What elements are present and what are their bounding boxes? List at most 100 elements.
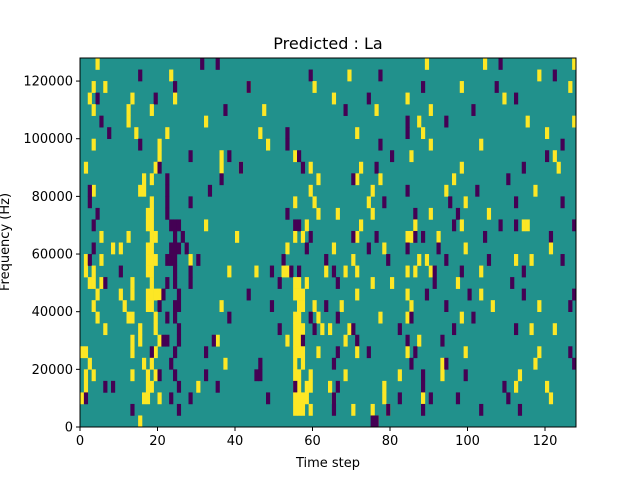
- heatmap-cell-dark: [560, 196, 565, 209]
- heatmap-cell-yellow: [138, 184, 143, 197]
- heatmap-cell-yellow: [91, 138, 96, 151]
- heatmap-cell-yellow: [328, 323, 333, 336]
- heatmap-cell-yellow: [347, 323, 352, 336]
- heatmap-cell-dark: [173, 277, 178, 289]
- heatmap-cell-yellow: [378, 311, 383, 324]
- heatmap-cell-yellow: [366, 196, 371, 209]
- heatmap-cell-yellow: [293, 369, 298, 382]
- heatmap-cell-yellow: [328, 380, 333, 393]
- heatmap-cell-yellow: [440, 369, 445, 382]
- heatmap-cell-yellow: [405, 230, 410, 243]
- heatmap-cell-yellow: [308, 403, 313, 416]
- heatmap-cell-dark: [471, 104, 476, 116]
- heatmap-cell-yellow: [145, 219, 151, 232]
- x-tick-label: 120: [533, 434, 558, 449]
- heatmap-cell-yellow: [304, 380, 309, 393]
- heatmap-cell-yellow: [382, 392, 387, 405]
- heatmap-cell-yellow: [486, 207, 492, 220]
- heatmap-cell-yellow: [428, 138, 433, 151]
- heatmap-cell-yellow: [87, 92, 92, 105]
- heatmap-cell-yellow: [428, 265, 433, 278]
- heatmap-cell-dark: [432, 265, 437, 278]
- heatmap-cell-yellow: [149, 196, 154, 209]
- heatmap-cell-dark: [572, 288, 577, 301]
- heatmap-cell-dark: [188, 150, 193, 163]
- heatmap-cell-dark: [304, 242, 309, 255]
- heatmap-cell-dark: [343, 104, 348, 116]
- heatmap-cell-yellow: [545, 127, 550, 140]
- heatmap-cell-dark: [91, 242, 96, 255]
- heatmap-cell-yellow: [293, 357, 298, 370]
- heatmap-cell-yellow: [343, 334, 348, 347]
- heatmap-cell-dark: [378, 138, 383, 151]
- heatmap-cell-yellow: [145, 254, 151, 266]
- heatmap-cell-dark: [95, 92, 100, 105]
- heatmap-cell-dark: [374, 161, 379, 174]
- heatmap-cell-yellow: [149, 265, 154, 278]
- heatmap-cell-dark: [238, 161, 244, 174]
- heatmap-cell-dark: [173, 254, 178, 266]
- heatmap-cell-yellow: [405, 288, 410, 301]
- heatmap-cell-yellow: [308, 184, 313, 197]
- heatmap-cell-yellow: [138, 323, 143, 336]
- heatmap-cell-yellow: [173, 92, 178, 105]
- heatmap-cell-dark: [413, 207, 418, 220]
- heatmap-cell-yellow: [297, 300, 302, 312]
- heatmap-cell-yellow: [219, 300, 224, 312]
- y-tick-label: 100000: [23, 132, 73, 147]
- heatmap-cell-yellow: [83, 265, 89, 278]
- heatmap-cell-dark: [95, 207, 100, 220]
- heatmap-cell-yellow: [316, 346, 321, 359]
- heatmap-cell-yellow: [529, 254, 534, 266]
- heatmap-cell-dark: [153, 92, 158, 105]
- heatmap-cell-yellow: [339, 300, 344, 312]
- heatmap-cell-dark: [169, 254, 174, 266]
- heatmap-cell-yellow: [153, 369, 158, 382]
- heatmap-cell-yellow: [196, 380, 201, 393]
- heatmap-cell-yellow: [545, 380, 550, 393]
- y-tick-label: 120000: [23, 75, 73, 90]
- heatmap-cell-dark: [165, 207, 170, 220]
- heatmap-cell-dark: [366, 92, 371, 105]
- heatmap-cell-dark: [455, 392, 461, 405]
- heatmap-cell-dark: [211, 334, 216, 347]
- heatmap-cell-dark: [297, 219, 302, 232]
- heatmap-cell-yellow: [297, 369, 302, 382]
- heatmap-cell-yellow: [142, 357, 147, 370]
- heatmap-cell-dark: [227, 311, 232, 324]
- heatmap-cell-yellow: [83, 161, 89, 174]
- heatmap-cell-yellow: [87, 277, 92, 289]
- heatmap-cell-yellow: [281, 265, 286, 278]
- heatmap-cell-yellow: [153, 288, 158, 301]
- heatmap-cell-dark: [424, 288, 430, 301]
- heatmap-cell-yellow: [126, 311, 131, 324]
- heatmap-cell-yellow: [95, 288, 100, 301]
- heatmap-cell-dark: [370, 415, 375, 428]
- heatmap-cell-dark: [196, 254, 201, 266]
- heatmap-cell-yellow: [91, 277, 96, 289]
- y-axis-label: Frequency (Hz): [0, 193, 13, 291]
- heatmap-cell-yellow: [324, 265, 329, 278]
- heatmap-cell-dark: [300, 161, 306, 174]
- heatmap-cell-yellow: [145, 369, 151, 382]
- heatmap-cell-dark: [517, 403, 523, 416]
- heatmap-cell-dark: [331, 265, 337, 278]
- heatmap-cell-dark: [452, 323, 457, 336]
- heatmap-cell-dark: [258, 357, 263, 370]
- heatmap-cell-dark: [514, 92, 519, 105]
- heatmap-cell-dark: [285, 127, 290, 140]
- heatmap-cell-dark: [312, 323, 317, 336]
- heatmap-cell-dark: [258, 369, 263, 382]
- heatmap-cell-dark: [246, 288, 251, 301]
- heatmap-cell-dark: [397, 323, 402, 336]
- heatmap-cell-yellow: [370, 184, 375, 197]
- heatmap-cell-yellow: [316, 173, 321, 186]
- y-tick-label: 20000: [32, 363, 73, 378]
- heatmap-cell-dark: [87, 196, 92, 209]
- heatmap-cell-yellow: [91, 184, 96, 197]
- heatmap-cell-dark: [149, 346, 154, 359]
- heatmap-cell-yellow: [293, 288, 298, 301]
- heatmap-cell-yellow: [153, 346, 158, 359]
- heatmap-cell-dark: [188, 265, 193, 278]
- heatmap-cell-yellow: [479, 265, 484, 278]
